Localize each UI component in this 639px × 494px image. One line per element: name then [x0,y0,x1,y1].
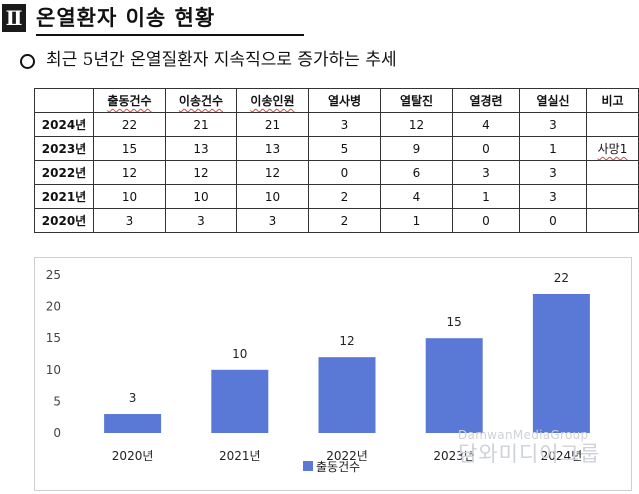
table-header: 열경련 [452,88,520,113]
table-header: 출동건수 [93,88,166,113]
table-header: 비고 [586,88,639,113]
table-cell: 5 [308,136,381,161]
dispatch-bar-chart: 0 5 10 15 20 25 3 2020년 10 2021년 12 2022년 15 2023년 22 2… [34,257,632,491]
row-year: 2020년 [34,208,94,233]
table-cell: 0 [452,208,520,233]
table-cell: 1 [380,208,453,233]
data-label: 10 [232,347,247,361]
table-cell: 12 [236,160,309,185]
row-year: 2023년 [34,136,94,161]
x-tick-label: 2020년 [112,449,154,463]
x-tick-label: 2021년 [219,449,261,463]
table-cell: 3 [165,208,237,233]
table-cell: 0 [452,136,520,161]
table-header: 열실신 [519,88,587,113]
row-year: 2022년 [34,160,94,185]
table-cell [586,160,639,185]
hollow-circle-bullet-icon [20,54,35,69]
table-cell: 0 [308,160,381,185]
summary-text: 최근 5년간 온열질환자 지속직으로 증가하는 추세 [46,50,397,70]
data-label: 22 [554,271,569,285]
data-label: 3 [129,391,137,405]
table-cell [586,208,639,233]
table-cell: 4 [380,184,453,209]
table-row: 2020년 3 3 3 2 1 0 0 [34,208,639,233]
table-header: 이송인원 [236,88,309,113]
x-tick-label: 2023년 [433,449,475,463]
y-tick-label: 15 [46,331,61,345]
table-header: 열탈진 [380,88,453,113]
data-label: 15 [447,315,462,329]
x-tick-label: 2022년 [326,449,368,463]
section-header: Ⅱ 온열환자 이송 현황 [0,4,306,36]
table-cell: 21 [165,112,237,137]
table-cell: 1 [452,184,520,209]
table-cell: 12 [165,160,237,185]
table-header: 이송건수 [165,88,237,113]
table-cell: 3 [308,112,381,137]
section-title: 온열환자 이송 현황 [36,6,216,30]
table-cell: 15 [93,136,166,161]
table-cell: 21 [236,112,309,137]
table-cell: 1 [519,136,587,161]
table-header: 열사병 [308,88,381,113]
table-row: 2021년 10 10 10 2 4 1 3 [34,184,639,209]
section-underline [36,34,304,36]
bar [425,338,483,433]
y-tick-label: 10 [46,363,61,377]
table-cell: 10 [236,184,309,209]
table-cell: 2 [308,208,381,233]
table-cell: 3 [93,208,166,233]
table-cell: 10 [93,184,166,209]
row-year: 2024년 [34,112,94,137]
table-cell [586,112,639,137]
table-cell: 3 [519,160,587,185]
table-cell: 3 [519,112,587,137]
table-row: 2022년 12 12 12 0 6 3 3 [34,160,639,185]
bar [211,369,269,433]
table-row: 2023년 15 13 13 5 9 0 1 사망1 [34,136,639,161]
table-header-row: 출동건수 이송건수 이송인원 열사병 열탈진 열경련 열실신 비고 [34,88,639,113]
table-cell: 12 [93,160,166,185]
section-number: Ⅱ [2,4,26,32]
chart-canvas: 0 5 10 15 20 25 3 2020년 10 2021년 12 2022년 15 2023년 22 2… [46,268,590,474]
y-tick-label: 0 [53,426,61,440]
table-cell: 10 [165,184,237,209]
table-cell: 13 [236,136,309,161]
table-cell: 4 [452,112,520,137]
table-cell: 6 [380,160,453,185]
legend-swatch [303,461,313,471]
table-cell: 2 [308,184,381,209]
legend-label: 출동건수 [316,460,360,474]
table-cell: 3 [452,160,520,185]
x-tick-label: 2024년 [541,449,583,463]
table-cell [586,184,639,209]
bar [318,357,376,433]
y-tick-label: 5 [53,394,61,408]
table-cell: 9 [380,136,453,161]
table-header-corner [34,88,94,113]
y-tick-label: 20 [46,300,61,314]
table-cell: 0 [519,208,587,233]
table-cell: 3 [519,184,587,209]
bar [532,293,590,433]
table-cell: 13 [165,136,237,161]
table-row: 2024년 22 21 21 3 12 4 3 [34,112,639,137]
table-cell: 사망1 [586,136,639,161]
y-tick-label: 25 [46,268,61,282]
bar [104,414,162,433]
table-cell: 22 [93,112,166,137]
table-cell: 12 [380,112,453,137]
table-cell: 3 [236,208,309,233]
heat-patient-table: 출동건수 이송건수 이송인원 열사병 열탈진 열경련 열실신 비고 2024년 … [34,88,639,233]
data-label: 12 [339,334,354,348]
row-year: 2021년 [34,184,94,209]
